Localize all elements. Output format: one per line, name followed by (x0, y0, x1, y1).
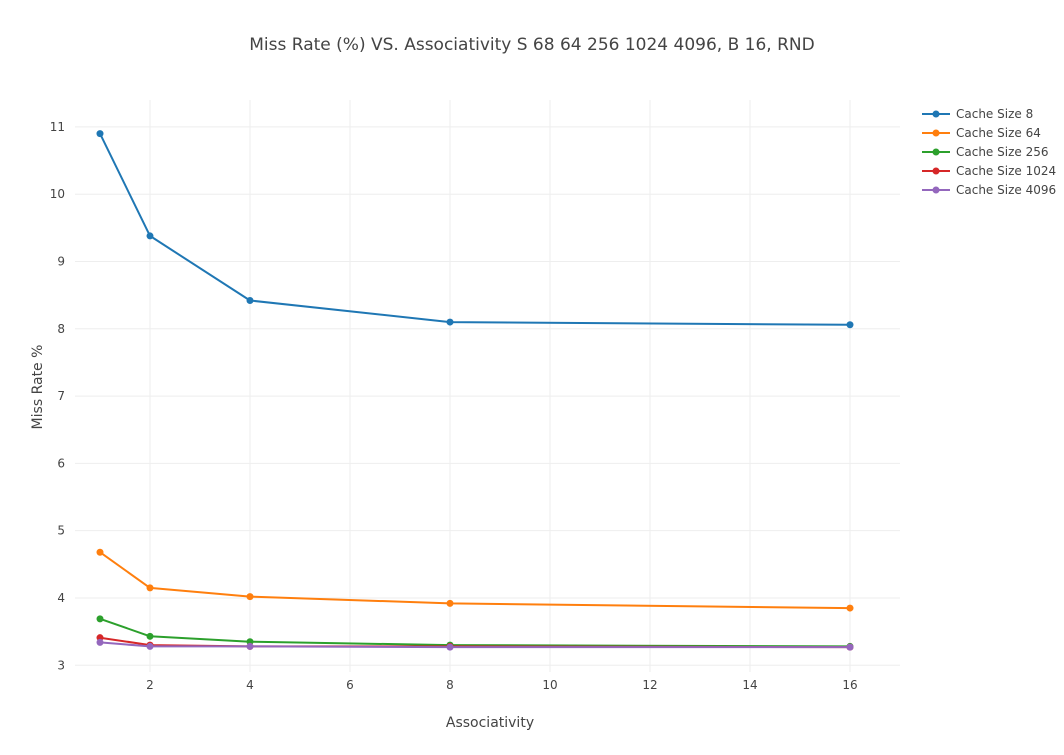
data-point[interactable] (146, 232, 154, 240)
x-tick-label: 10 (542, 678, 557, 692)
y-tick-label: 7 (57, 389, 65, 403)
x-tick-label: 2 (146, 678, 154, 692)
y-tick-label: 10 (50, 187, 65, 201)
data-point[interactable] (146, 584, 154, 592)
data-point[interactable] (96, 130, 104, 138)
legend-label: Cache Size 1024 (956, 164, 1056, 178)
legend[interactable]: Cache Size 8 Cache Size 64 Cache Size 256 C… (922, 107, 1056, 197)
grid (75, 100, 900, 672)
y-axis-title: Miss Rate % (30, 345, 46, 430)
legend-label: Cache Size 4096 (956, 183, 1056, 197)
legend-label: Cache Size 64 (956, 126, 1041, 140)
series-line[interactable] (99, 133, 851, 326)
tick-labels: 2 4 6 8 10 12 14 16 3 4 5 6 7 8 9 10 11 (50, 120, 858, 692)
legend-item[interactable]: Cache Size 256 (922, 145, 1048, 159)
data-point[interactable] (96, 615, 104, 623)
data-point[interactable] (846, 604, 854, 612)
x-tick-label: 4 (246, 678, 254, 692)
data-point[interactable] (846, 643, 854, 651)
legend-item[interactable]: Cache Size 8 (922, 107, 1033, 121)
series-2[interactable] (96, 548, 854, 612)
series-5[interactable] (96, 638, 854, 651)
series-4[interactable] (96, 634, 854, 651)
x-tick-label: 8 (446, 678, 454, 692)
y-tick-label: 9 (57, 255, 65, 269)
data-point[interactable] (246, 297, 254, 305)
data-point[interactable] (146, 642, 154, 650)
x-tick-label: 6 (346, 678, 354, 692)
y-tick-label: 4 (57, 591, 65, 605)
legend-label: Cache Size 8 (956, 107, 1033, 121)
y-tick-label: 5 (57, 524, 65, 538)
x-tick-label: 14 (742, 678, 757, 692)
series-3[interactable] (96, 615, 854, 650)
data-point[interactable] (246, 593, 254, 601)
x-tick-label: 16 (842, 678, 857, 692)
legend-swatch-marker (932, 110, 940, 118)
legend-label: Cache Size 256 (956, 145, 1048, 159)
data-point[interactable] (846, 321, 854, 329)
data-point[interactable] (96, 638, 104, 646)
chart-title: Miss Rate (%) VS. Associativity S 68 64 … (249, 35, 814, 55)
legend-swatch-marker (932, 186, 940, 194)
y-tick-label: 6 (57, 456, 65, 470)
x-axis-title: Associativity (446, 715, 534, 731)
legend-item[interactable]: Cache Size 64 (922, 126, 1041, 140)
series-line[interactable] (99, 551, 851, 610)
series-layer (96, 130, 854, 651)
series-line[interactable] (99, 617, 851, 648)
data-point[interactable] (246, 642, 254, 650)
legend-swatch-marker (932, 167, 940, 175)
y-tick-label: 11 (50, 120, 65, 134)
data-point[interactable] (96, 548, 104, 556)
legend-swatch-marker (932, 129, 940, 137)
legend-swatch-marker (932, 148, 940, 156)
y-tick-label: 8 (57, 322, 65, 336)
legend-item[interactable]: Cache Size 4096 (922, 183, 1056, 197)
data-point[interactable] (446, 643, 454, 651)
x-tick-label: 12 (642, 678, 657, 692)
legend-item[interactable]: Cache Size 1024 (922, 164, 1056, 178)
data-point[interactable] (446, 599, 454, 607)
data-point[interactable] (146, 632, 154, 640)
data-point[interactable] (446, 318, 454, 326)
y-tick-label: 3 (57, 658, 65, 672)
series-1[interactable] (96, 130, 854, 329)
